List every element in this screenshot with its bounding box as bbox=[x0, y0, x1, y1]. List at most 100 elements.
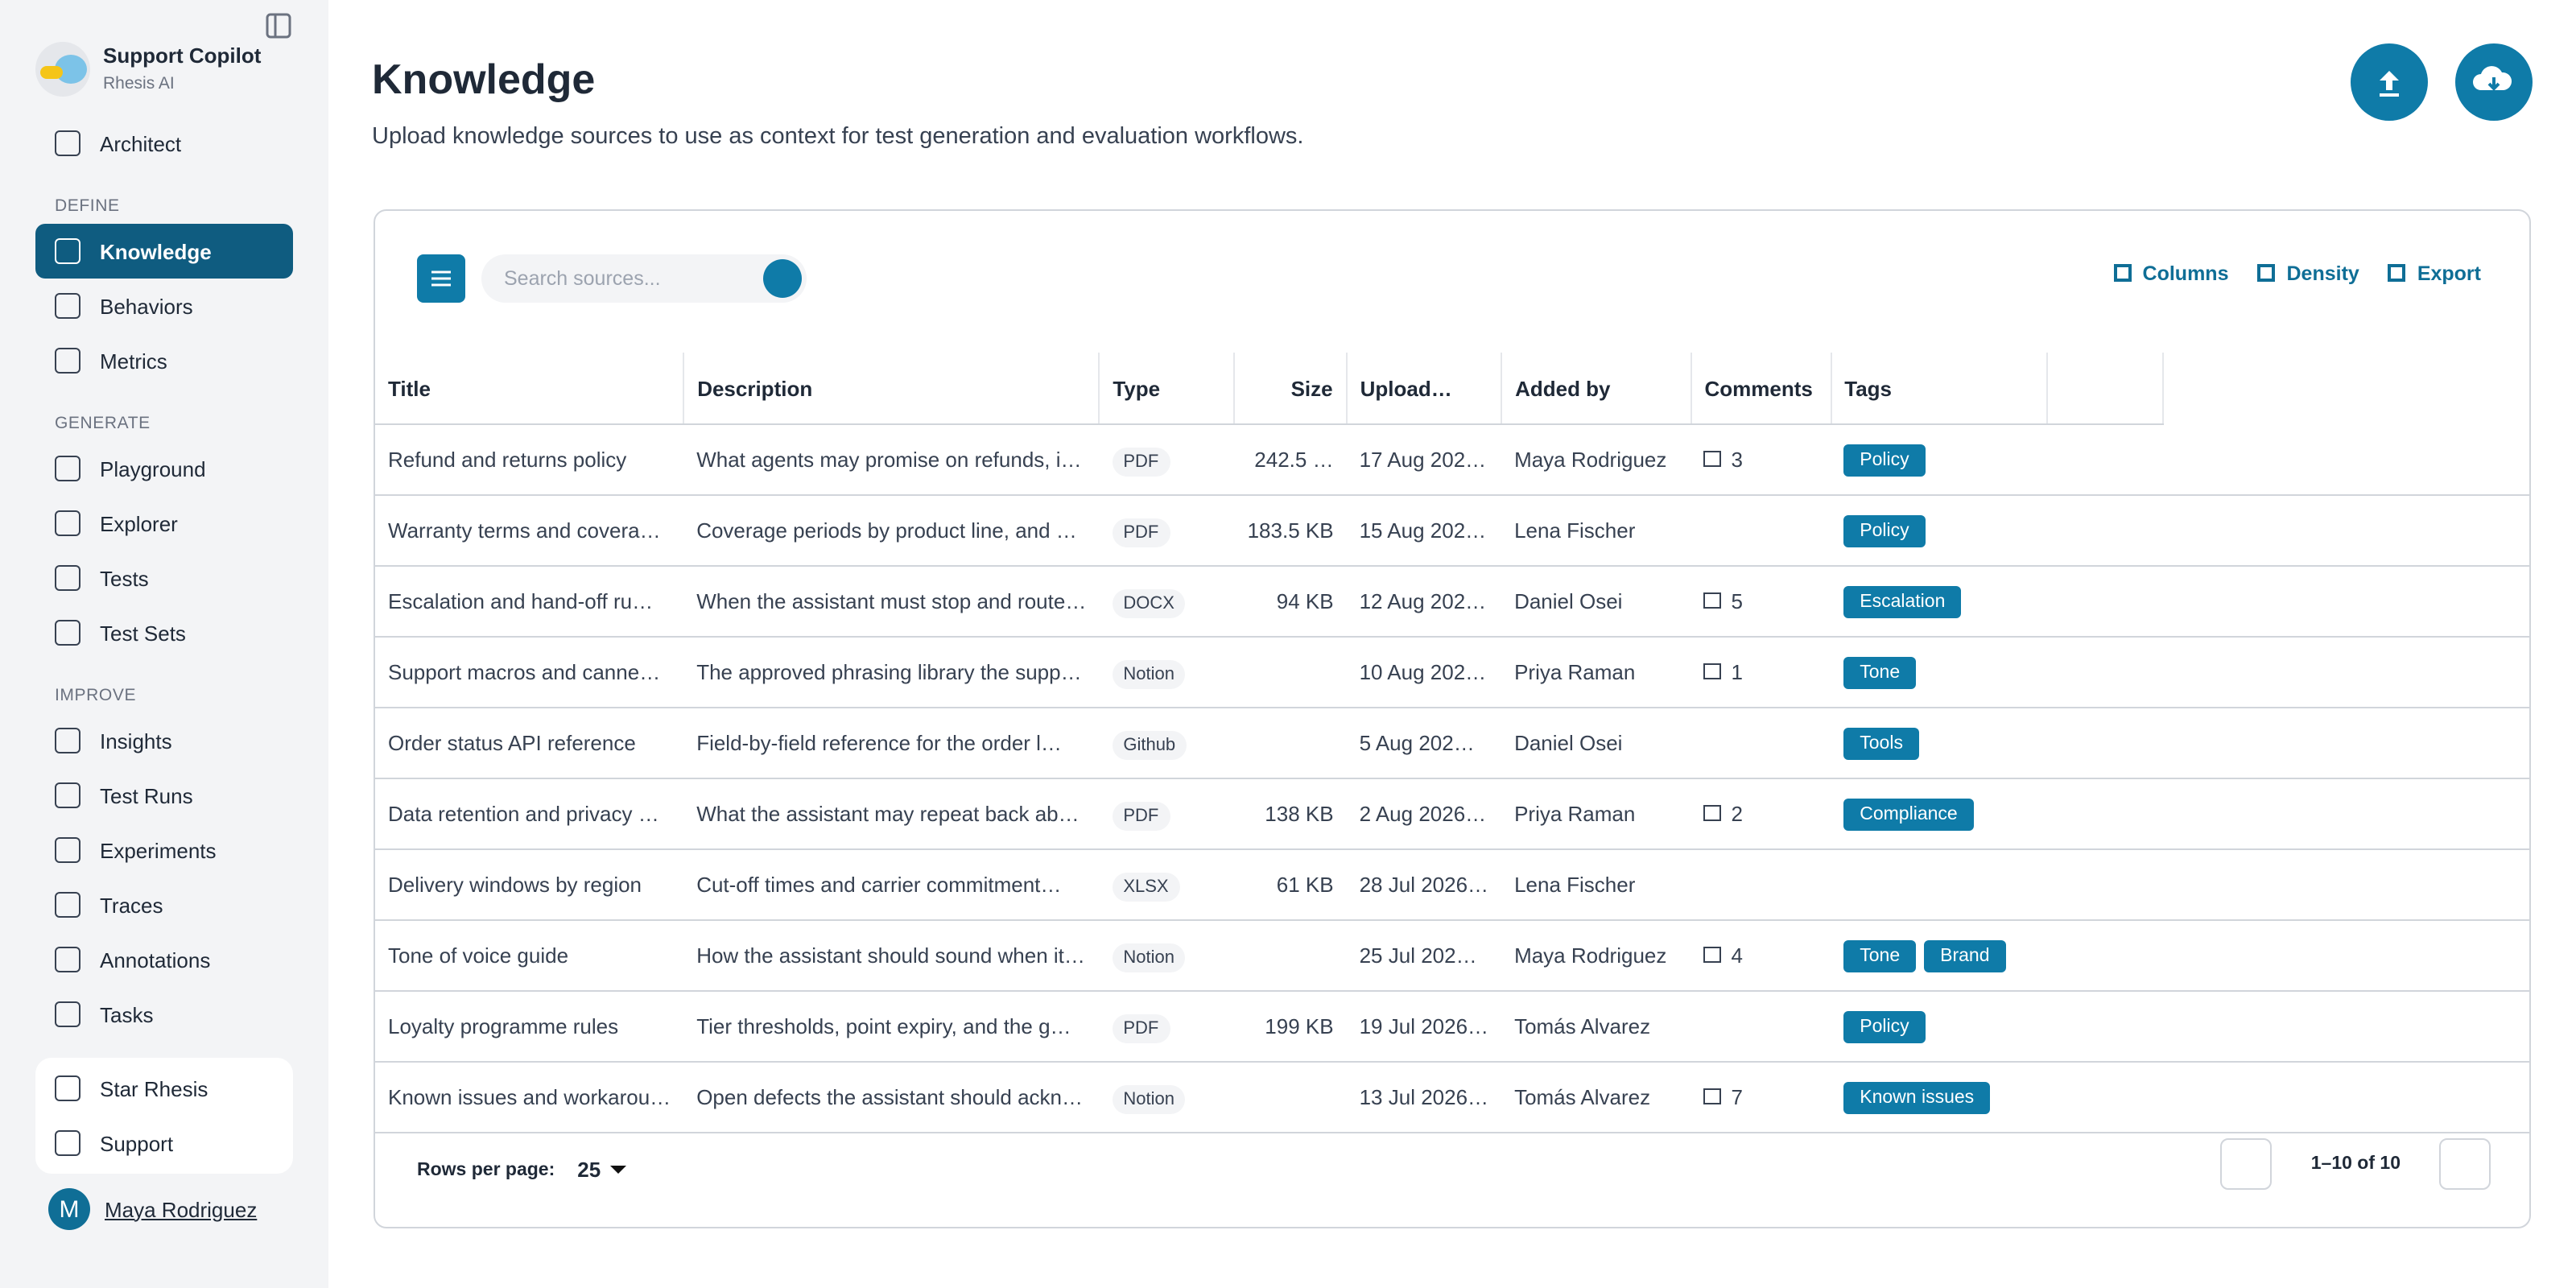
upload-button[interactable] bbox=[2351, 43, 2428, 121]
cell: Notion bbox=[1099, 637, 1235, 708]
type-chip: XLSX bbox=[1112, 873, 1180, 902]
cell-text: Refund and returns policy bbox=[388, 448, 627, 472]
nav-item[interactable]: Tests bbox=[35, 551, 293, 605]
cell: Notion bbox=[1099, 920, 1235, 992]
nav-item[interactable]: Test Sets bbox=[35, 605, 293, 660]
nav-item[interactable]: Test Runs bbox=[35, 768, 293, 823]
cell-text: 242.5 … bbox=[1254, 448, 1334, 472]
cell-text: 138 KB bbox=[1265, 802, 1334, 826]
toolbar-action[interactable]: Columns bbox=[2114, 262, 2229, 285]
nav-icon bbox=[55, 238, 80, 264]
column-header[interactable]: Comments bbox=[1690, 353, 1832, 425]
cell: 94 KB bbox=[1234, 566, 1347, 638]
nav-item[interactable]: Behaviors bbox=[35, 279, 293, 333]
tag: Tools bbox=[1843, 727, 1919, 759]
nav-label: Tests bbox=[100, 566, 149, 590]
org-name: Rhesis AI bbox=[103, 73, 175, 93]
pager: 1–10 of 10 bbox=[2220, 1138, 2491, 1190]
nav-icon bbox=[55, 620, 80, 646]
cell: Known issues and workarou… bbox=[375, 1062, 684, 1133]
cell: Daniel Osei bbox=[1501, 566, 1691, 638]
cell: 28 Jul 2026… bbox=[1346, 849, 1502, 921]
column-header[interactable]: Upload… bbox=[1346, 353, 1503, 425]
tag: Known issues bbox=[1843, 1081, 1991, 1113]
table-row[interactable]: Loyalty programme rules Tier thresholds, … bbox=[375, 991, 2529, 1063]
nav-item[interactable]: Support bbox=[35, 1116, 293, 1170]
cell: PDF bbox=[1099, 495, 1235, 567]
table-row[interactable]: Support macros and canne… The approved ph… bbox=[375, 637, 2529, 708]
cell: Loyalty programme rules bbox=[375, 991, 684, 1063]
type-chip: Notion bbox=[1112, 1085, 1186, 1114]
nav-label: Annotations bbox=[100, 947, 211, 972]
search-box[interactable]: Search sources... bbox=[481, 254, 807, 303]
table-row[interactable]: Order status API reference Field-by-field… bbox=[375, 708, 2529, 779]
cell: Escalation and hand-off ru… bbox=[375, 566, 684, 638]
collapse-button[interactable] bbox=[266, 13, 291, 39]
column-header[interactable]: Added by bbox=[1501, 353, 1692, 425]
nav-item[interactable]: Metrics bbox=[35, 333, 293, 388]
column-header[interactable]: Description bbox=[683, 353, 1100, 425]
cell-text: 17 Aug 202… bbox=[1359, 448, 1487, 472]
table-row[interactable]: Data retention and privacy … What the ass… bbox=[375, 778, 2529, 850]
nav-item[interactable]: Star Rhesis bbox=[35, 1061, 293, 1116]
cell: Lena Fischer bbox=[1501, 849, 1691, 921]
nav-item[interactable]: Tasks bbox=[35, 987, 293, 1042]
cell: XLSX bbox=[1099, 849, 1235, 921]
prev-page[interactable] bbox=[2220, 1138, 2273, 1190]
table-row[interactable]: Delivery windows by region Cut-off times … bbox=[375, 849, 2529, 921]
nav-item[interactable]: Annotations bbox=[35, 932, 293, 987]
cell: 1 bbox=[1690, 637, 1831, 708]
cell bbox=[1831, 849, 2048, 921]
cell bbox=[2047, 424, 2163, 496]
cell-text: Order status API reference bbox=[388, 731, 636, 755]
cell: Delivery windows by region bbox=[375, 849, 684, 921]
cell-text: 61 KB bbox=[1276, 873, 1334, 897]
tag: Tone bbox=[1843, 939, 1917, 972]
column-header[interactable]: Tags bbox=[1831, 353, 2049, 425]
tag: Policy bbox=[1843, 1010, 1926, 1042]
search-button[interactable] bbox=[763, 259, 802, 298]
nav-item[interactable]: Knowledge bbox=[35, 224, 293, 279]
toolbar-action[interactable]: Density bbox=[2258, 262, 2359, 285]
cell-text: The approved phrasing library the supp… bbox=[696, 660, 1082, 684]
table-row[interactable]: Escalation and hand-off ru… When the assi… bbox=[375, 566, 2529, 638]
cell: 5 Aug 202… bbox=[1346, 708, 1502, 779]
type-chip: DOCX bbox=[1112, 589, 1186, 618]
section-label: GENERATE bbox=[55, 414, 151, 433]
table-row[interactable]: Refund and returns policy What agents may… bbox=[375, 424, 2529, 496]
column-header[interactable]: Size bbox=[1234, 353, 1348, 425]
cell: Escalation bbox=[1831, 566, 2048, 638]
nav-icon bbox=[55, 348, 80, 374]
cell: Tomás Alvarez bbox=[1501, 991, 1691, 1063]
column-header[interactable]: Type bbox=[1099, 353, 1236, 425]
cell-text: 12 Aug 202… bbox=[1359, 589, 1487, 613]
nav-item[interactable]: Experiments bbox=[35, 823, 293, 877]
user[interactable]: M Maya Rodriguez bbox=[48, 1188, 257, 1230]
column-header[interactable]: Title bbox=[375, 353, 685, 425]
cell bbox=[2162, 991, 2529, 1063]
nav-item[interactable]: Explorer bbox=[35, 496, 293, 551]
filter-button[interactable] bbox=[417, 254, 465, 303]
cell: 5 bbox=[1690, 566, 1831, 638]
table-row[interactable]: Known issues and workarou… Open defects t… bbox=[375, 1062, 2529, 1133]
table-row[interactable]: Warranty terms and covera… Coverage perio… bbox=[375, 495, 2529, 567]
import-button[interactable] bbox=[2455, 43, 2533, 121]
toolbar-action[interactable]: Export bbox=[2388, 262, 2481, 285]
rows-per-page-select[interactable]: 25 bbox=[577, 1158, 626, 1182]
nav-item[interactable]: Traces bbox=[35, 877, 293, 932]
cell: 7 bbox=[1690, 1062, 1831, 1133]
page-range: 1–10 of 10 bbox=[2310, 1154, 2401, 1174]
cell bbox=[1234, 637, 1347, 708]
comment-count: 4 bbox=[1703, 943, 1742, 968]
nav-item[interactable]: Playground bbox=[35, 441, 293, 496]
cell: 2 bbox=[1690, 778, 1831, 850]
nav-label: Test Runs bbox=[100, 783, 193, 807]
cell-text: Tomás Alvarez bbox=[1514, 1014, 1651, 1038]
cell-text: 94 KB bbox=[1276, 589, 1334, 613]
nav-item[interactable]: Architect bbox=[35, 116, 293, 171]
cell bbox=[2047, 991, 2163, 1063]
tag: Escalation bbox=[1843, 585, 1962, 617]
nav-item[interactable]: Insights bbox=[35, 713, 293, 768]
table-row[interactable]: Tone of voice guide How the assistant sho… bbox=[375, 920, 2529, 992]
next-page[interactable] bbox=[2439, 1138, 2491, 1190]
